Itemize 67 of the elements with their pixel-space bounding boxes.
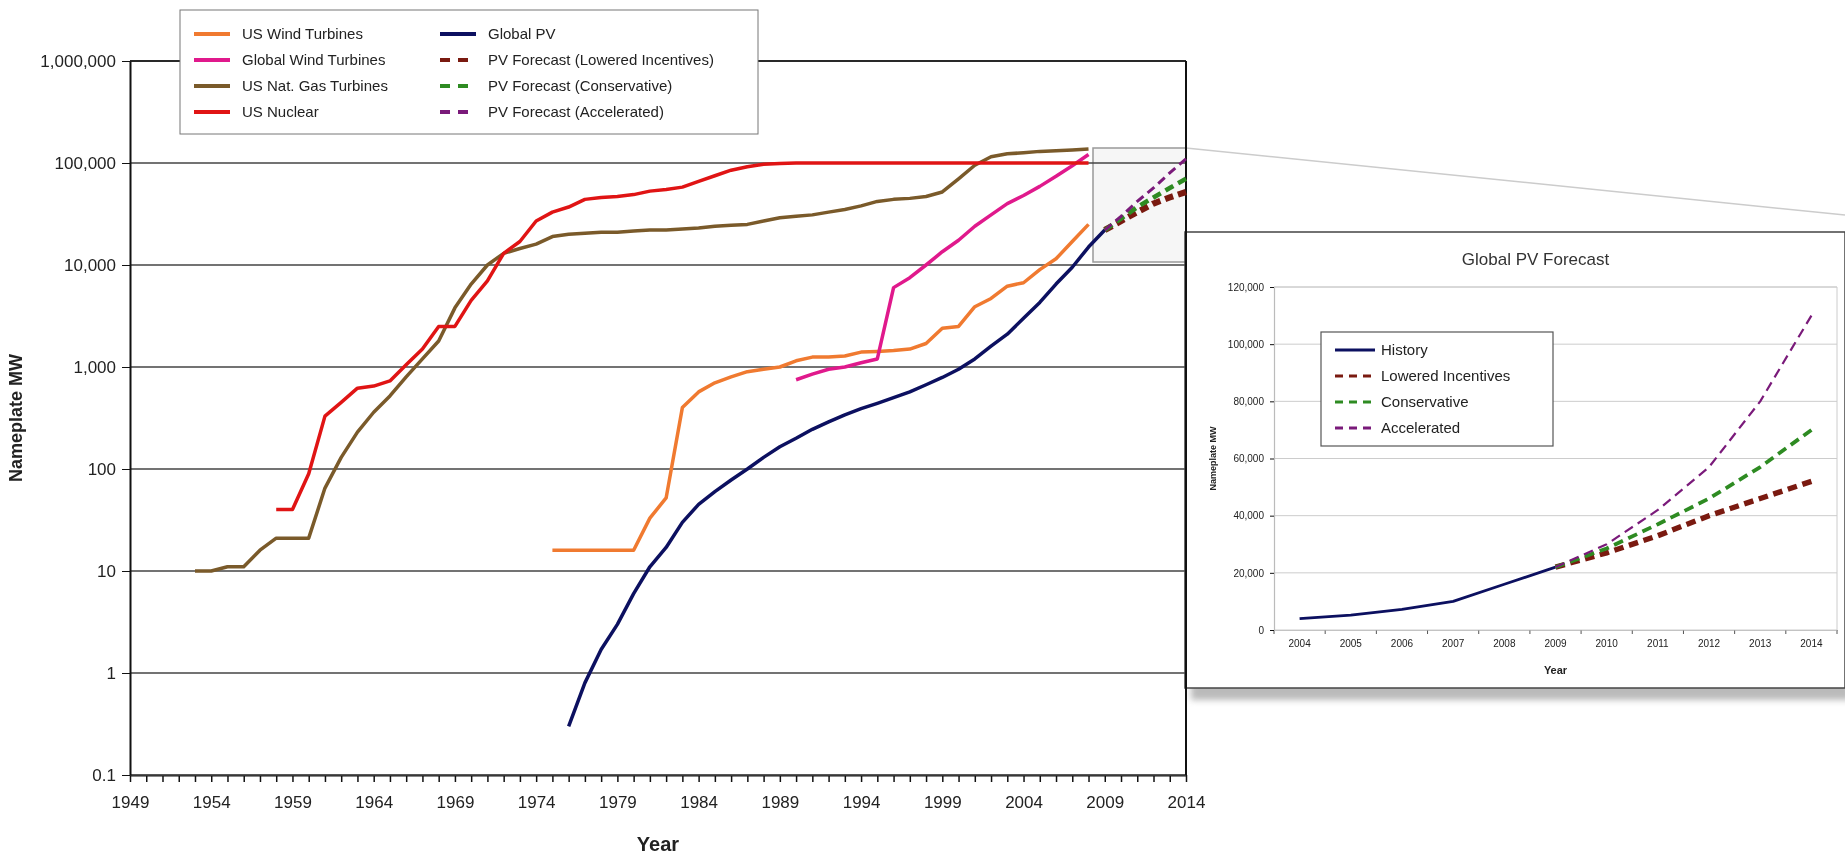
chart-title: Global PV Forecast bbox=[1461, 250, 1610, 269]
line-series bbox=[1102, 176, 1189, 233]
y-tick-label: 100,000 bbox=[1227, 338, 1265, 350]
legend-label: History bbox=[1381, 341, 1429, 358]
x-tick-label: 1954 bbox=[192, 793, 231, 813]
legend-label: Global Wind Turbines bbox=[242, 51, 386, 68]
x-tick-label: 2014 bbox=[1167, 793, 1206, 813]
legend-label: Lowered Incentives bbox=[1381, 367, 1511, 384]
line-series bbox=[1298, 565, 1557, 620]
y-tick-label: 10,000 bbox=[64, 255, 116, 275]
x-tick-label: 2014 bbox=[1800, 638, 1823, 650]
legend-label: US Nuclear bbox=[242, 103, 319, 120]
x-tick-label: 1964 bbox=[355, 793, 394, 813]
line-series bbox=[566, 228, 1107, 729]
x-tick-label: 2005 bbox=[1339, 638, 1363, 650]
x-tick-label: 1989 bbox=[761, 793, 800, 813]
line-series bbox=[794, 152, 1091, 382]
y-tick-label: 60,000 bbox=[1233, 453, 1265, 465]
y-tick-label: 80,000 bbox=[1233, 396, 1265, 408]
y-tick-label: 0 bbox=[1258, 624, 1265, 636]
x-tick-label: 2011 bbox=[1647, 638, 1670, 650]
y-tick-label: 1,000,000 bbox=[40, 51, 116, 71]
line-series bbox=[550, 222, 1091, 552]
legend-label: Conservative bbox=[1381, 393, 1469, 410]
x-tick-label: 1979 bbox=[598, 793, 637, 813]
x-tick-label: 2013 bbox=[1749, 638, 1772, 650]
x-tick-label: 2009 bbox=[1086, 793, 1125, 813]
x-axis-title: Year bbox=[636, 833, 680, 855]
x-tick-label: 1949 bbox=[111, 793, 150, 813]
y-tick-label: 20,000 bbox=[1233, 567, 1265, 579]
line-series bbox=[193, 147, 1091, 573]
x-tick-label: 2009 bbox=[1544, 638, 1568, 650]
legend-label: PV Forecast (Accelerated) bbox=[488, 103, 664, 120]
legend-label: Global PV bbox=[488, 25, 556, 42]
y-tick-label: 40,000 bbox=[1233, 510, 1265, 522]
line-series bbox=[274, 161, 1091, 512]
y-tick-label: 100 bbox=[87, 459, 116, 479]
x-tick-label: 2012 bbox=[1697, 638, 1721, 650]
legend-label: US Nat. Gas Turbines bbox=[242, 77, 388, 94]
x-tick-label: 2004 bbox=[1288, 638, 1312, 650]
x-tick-label: 1999 bbox=[923, 793, 962, 813]
legend-label: PV Forecast (Conservative) bbox=[488, 77, 673, 94]
x-tick-label: 1994 bbox=[842, 793, 881, 813]
legend-label: Accelerated bbox=[1381, 419, 1461, 436]
line-series bbox=[1103, 157, 1188, 232]
y-tick-label: 0.1 bbox=[92, 765, 116, 785]
x-tick-label: 1984 bbox=[680, 793, 719, 813]
x-tick-label: 2008 bbox=[1493, 638, 1516, 650]
y-tick-label: 100,000 bbox=[54, 153, 116, 173]
x-tick-label: 1959 bbox=[274, 793, 312, 813]
x-axis-title: Year bbox=[1543, 664, 1568, 676]
x-tick-label: 2004 bbox=[1005, 793, 1043, 813]
y-axis-title: Nameplate MW bbox=[6, 353, 26, 483]
line-series bbox=[1554, 314, 1813, 569]
x-tick-label: 1974 bbox=[517, 793, 556, 813]
x-tick-label: 1969 bbox=[436, 793, 475, 813]
x-tick-label: 2006 bbox=[1390, 638, 1414, 650]
y-tick-label: 10 bbox=[97, 561, 116, 581]
x-tick-label: 2007 bbox=[1442, 638, 1465, 650]
y-axis-title: Nameplate MW bbox=[1208, 425, 1218, 491]
y-tick-label: 120,000 bbox=[1227, 281, 1265, 293]
x-tick-label: 2010 bbox=[1595, 638, 1619, 650]
legend-label: US Wind Turbines bbox=[242, 25, 363, 42]
line-series bbox=[1553, 428, 1814, 570]
y-tick-label: 1,000 bbox=[73, 357, 116, 377]
y-tick-label: 1 bbox=[106, 663, 116, 683]
legend-label: PV Forecast (Lowered Incentives) bbox=[488, 51, 714, 68]
